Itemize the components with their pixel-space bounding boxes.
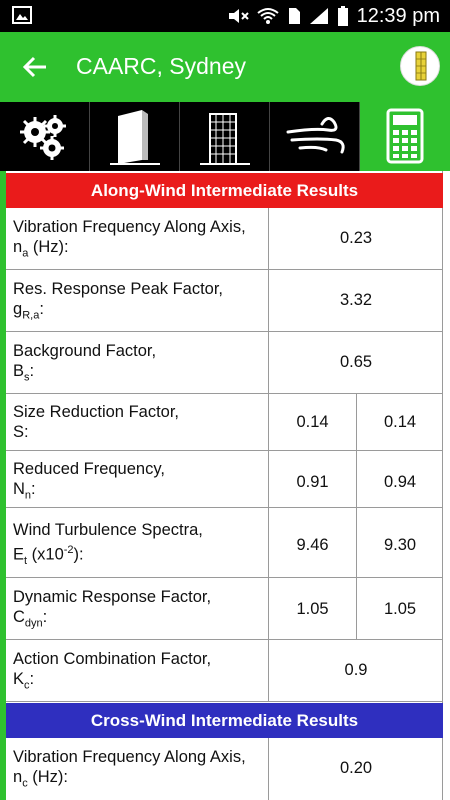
column-divider (268, 578, 269, 640)
row-label: Background Factor, Bs: (13, 342, 157, 384)
along-wind-title: Along-Wind Intermediate Results (90, 180, 359, 200)
column-divider (356, 394, 357, 451)
row-value-2: 1.05 (383, 600, 417, 618)
back-arrow-icon[interactable] (22, 54, 48, 80)
column-divider (268, 738, 269, 800)
cross-wind-header: Cross-Wind Intermediate Results (6, 703, 443, 738)
row-value: 0.9 (344, 661, 368, 679)
row-label: Res. Response Peak Factor, gR,a: (13, 280, 224, 322)
tab-settings[interactable] (0, 102, 90, 171)
gears-icon (20, 115, 66, 160)
row-label: Action Combination Factor, Kc: (13, 650, 212, 692)
table-row: Dynamic Response Factor, Cdyn: 1.05 1.05 (6, 578, 443, 640)
row-value: 0.20 (339, 759, 373, 777)
tab-calculator[interactable] (360, 102, 450, 171)
signal-icon (309, 8, 328, 24)
building-badge[interactable] (400, 46, 440, 86)
row-value: 0.65 (339, 353, 373, 371)
column-divider (268, 640, 269, 702)
row-value-1: 0.91 (296, 473, 329, 491)
column-divider (356, 451, 357, 508)
wind-icon (286, 117, 345, 154)
table-row: Res. Response Peak Factor, gR,a: 3.32 (6, 270, 443, 332)
mute-icon (228, 9, 249, 23)
row-label: Dynamic Response Factor, Cdyn: (13, 588, 212, 630)
page-title: CAARC, Sydney (76, 53, 247, 79)
battery-icon (337, 6, 348, 26)
tower-icon (200, 113, 250, 165)
column-divider (356, 508, 357, 578)
column-divider (356, 578, 357, 640)
table-right-border (442, 171, 443, 800)
row-value: 0.23 (339, 229, 373, 247)
results-panel[interactable]: Along-Wind Intermediate Results Vibratio… (0, 171, 450, 800)
column-divider (268, 208, 269, 270)
clock-time: 12:39 pm (356, 4, 440, 27)
tab-bar (0, 102, 450, 171)
along-wind-header: Along-Wind Intermediate Results (6, 173, 443, 208)
row-value-2: 9.30 (383, 536, 417, 554)
column-divider (268, 451, 269, 508)
calculator-icon (386, 108, 424, 164)
column-divider (268, 394, 269, 451)
building-badge-icon (415, 51, 427, 81)
table-row: Reduced Frequency, Nn: 0.91 0.94 (6, 451, 443, 508)
status-bar: 12:39 pm (0, 0, 450, 32)
row-label: Size Reduction Factor, S: (13, 403, 179, 441)
building-icon (110, 110, 160, 165)
column-divider (268, 332, 269, 394)
wifi-icon (256, 8, 279, 24)
left-accent-bar (0, 171, 6, 800)
row-value-1: 1.05 (296, 600, 329, 618)
row-value: 3.32 (339, 291, 373, 309)
row-label: Vibration Frequency Along Axis, nc (Hz): (13, 748, 246, 790)
table-row: Size Reduction Factor, S: 0.14 0.14 (6, 394, 443, 451)
row-value-2: 0.94 (383, 473, 417, 491)
row-label: Vibration Frequency Along Axis, na (Hz): (13, 218, 246, 260)
table-row: Wind Turbulence Spectra, Et (x10-2): 9.4… (6, 508, 443, 578)
row-value-1: 9.46 (296, 536, 329, 554)
sim-icon (288, 8, 300, 24)
tab-building[interactable] (90, 102, 180, 171)
tab-tower[interactable] (180, 102, 270, 171)
row-label: Reduced Frequency, Nn: (13, 460, 165, 502)
cross-wind-title: Cross-Wind Intermediate Results (90, 710, 359, 730)
row-value-1: 0.14 (296, 413, 329, 431)
table-row: Vibration Frequency Along Axis, na (Hz):… (6, 208, 443, 270)
column-divider (268, 270, 269, 332)
table-row: Action Combination Factor, Kc: 0.9 (6, 640, 443, 702)
table-row: Background Factor, Bs: 0.65 (6, 332, 443, 394)
tab-wind[interactable] (270, 102, 360, 171)
image-notification-icon (12, 6, 32, 24)
app-bar: CAARC, Sydney (0, 32, 450, 102)
table-row: Vibration Frequency Along Axis, nc (Hz):… (6, 738, 443, 800)
column-divider (268, 508, 269, 578)
row-value-2: 0.14 (383, 413, 417, 431)
row-label: Wind Turbulence Spectra, Et (x10-2): (13, 521, 203, 567)
